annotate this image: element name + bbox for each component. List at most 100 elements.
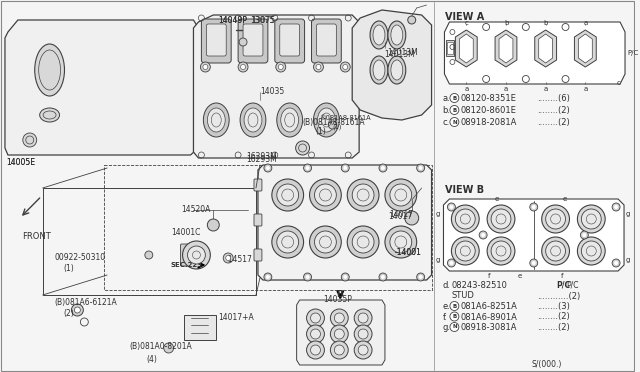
Text: b: b xyxy=(504,20,508,26)
Text: ........(2): ........(2) xyxy=(537,118,570,127)
FancyBboxPatch shape xyxy=(254,249,262,261)
Circle shape xyxy=(266,166,270,170)
Circle shape xyxy=(581,241,601,261)
Circle shape xyxy=(419,275,422,279)
Text: ........(2): ........(2) xyxy=(537,312,570,321)
Text: (1): (1) xyxy=(63,264,74,273)
Bar xyxy=(447,42,453,54)
Circle shape xyxy=(343,166,348,170)
Circle shape xyxy=(390,184,412,206)
Circle shape xyxy=(310,313,321,323)
Circle shape xyxy=(239,38,247,46)
Circle shape xyxy=(23,133,36,147)
Text: -14001: -14001 xyxy=(395,248,422,257)
Circle shape xyxy=(343,275,348,279)
Circle shape xyxy=(447,203,456,211)
Circle shape xyxy=(334,313,344,323)
Circle shape xyxy=(358,329,368,339)
Text: 14005E: 14005E xyxy=(6,158,35,167)
Circle shape xyxy=(419,166,422,170)
Text: d.: d. xyxy=(442,281,451,290)
Text: 081A6-8251A: 081A6-8251A xyxy=(460,302,517,311)
Circle shape xyxy=(456,209,476,229)
Circle shape xyxy=(352,184,374,206)
Circle shape xyxy=(385,226,417,258)
FancyBboxPatch shape xyxy=(206,24,226,56)
Text: 14049P: 14049P xyxy=(218,16,247,25)
Text: B: B xyxy=(452,108,456,112)
Text: 14049P: 14049P xyxy=(218,16,247,25)
Circle shape xyxy=(451,237,479,265)
Circle shape xyxy=(541,237,570,265)
Ellipse shape xyxy=(370,21,388,49)
Text: (B)081A6-6121A: (B)081A6-6121A xyxy=(54,298,117,307)
Text: c: c xyxy=(464,20,468,26)
Text: VIEW A: VIEW A xyxy=(445,12,484,22)
Text: SEC.223: SEC.223 xyxy=(171,262,203,268)
Circle shape xyxy=(266,275,270,279)
Text: ........(2): ........(2) xyxy=(537,323,570,332)
Circle shape xyxy=(276,62,285,72)
Ellipse shape xyxy=(373,25,385,45)
FancyBboxPatch shape xyxy=(202,19,231,63)
Circle shape xyxy=(328,121,337,129)
Text: (4): (4) xyxy=(147,355,157,364)
Ellipse shape xyxy=(35,44,65,96)
Circle shape xyxy=(487,237,515,265)
Text: B: B xyxy=(452,314,456,319)
Circle shape xyxy=(226,256,230,260)
Text: -14001: -14001 xyxy=(395,248,422,257)
Polygon shape xyxy=(460,34,473,63)
Circle shape xyxy=(417,164,424,172)
Circle shape xyxy=(352,231,374,253)
Circle shape xyxy=(303,273,312,281)
Circle shape xyxy=(450,323,459,331)
Text: P/C: P/C xyxy=(557,281,571,290)
Text: P/C: P/C xyxy=(566,280,579,289)
Polygon shape xyxy=(258,165,431,280)
Circle shape xyxy=(450,93,459,103)
Ellipse shape xyxy=(314,103,339,137)
Circle shape xyxy=(238,62,248,72)
Circle shape xyxy=(580,231,588,239)
Text: 16293M: 16293M xyxy=(246,152,276,161)
Circle shape xyxy=(305,275,310,279)
Text: f: f xyxy=(488,273,491,279)
Circle shape xyxy=(200,62,211,72)
Text: e: e xyxy=(518,273,522,279)
Text: b: b xyxy=(543,20,548,26)
Polygon shape xyxy=(499,34,513,63)
Circle shape xyxy=(316,64,321,70)
Circle shape xyxy=(296,141,310,155)
Text: g: g xyxy=(626,211,630,217)
Circle shape xyxy=(241,64,246,70)
Circle shape xyxy=(74,307,81,313)
Circle shape xyxy=(450,106,459,115)
Circle shape xyxy=(182,241,211,269)
Circle shape xyxy=(449,205,453,209)
Circle shape xyxy=(276,184,299,206)
Ellipse shape xyxy=(317,108,335,132)
Text: a: a xyxy=(504,86,508,92)
Circle shape xyxy=(310,226,341,258)
Text: f.: f. xyxy=(442,312,447,321)
Circle shape xyxy=(381,166,385,170)
Circle shape xyxy=(381,275,385,279)
Text: a: a xyxy=(543,86,548,92)
Text: (B)081A0-8201A: (B)081A0-8201A xyxy=(129,342,192,351)
Text: 08120-8351E: 08120-8351E xyxy=(460,94,516,103)
Text: B: B xyxy=(452,96,456,100)
Text: 14005E: 14005E xyxy=(6,158,35,167)
Circle shape xyxy=(145,251,153,259)
Circle shape xyxy=(340,62,350,72)
Circle shape xyxy=(385,179,417,211)
FancyBboxPatch shape xyxy=(254,179,262,191)
Text: ........(6): ........(6) xyxy=(537,94,570,103)
Circle shape xyxy=(491,241,511,261)
Circle shape xyxy=(404,211,419,225)
Circle shape xyxy=(330,309,348,327)
Circle shape xyxy=(614,205,618,209)
Text: 13075: 13075 xyxy=(250,16,275,25)
Circle shape xyxy=(310,329,321,339)
Circle shape xyxy=(314,184,337,206)
